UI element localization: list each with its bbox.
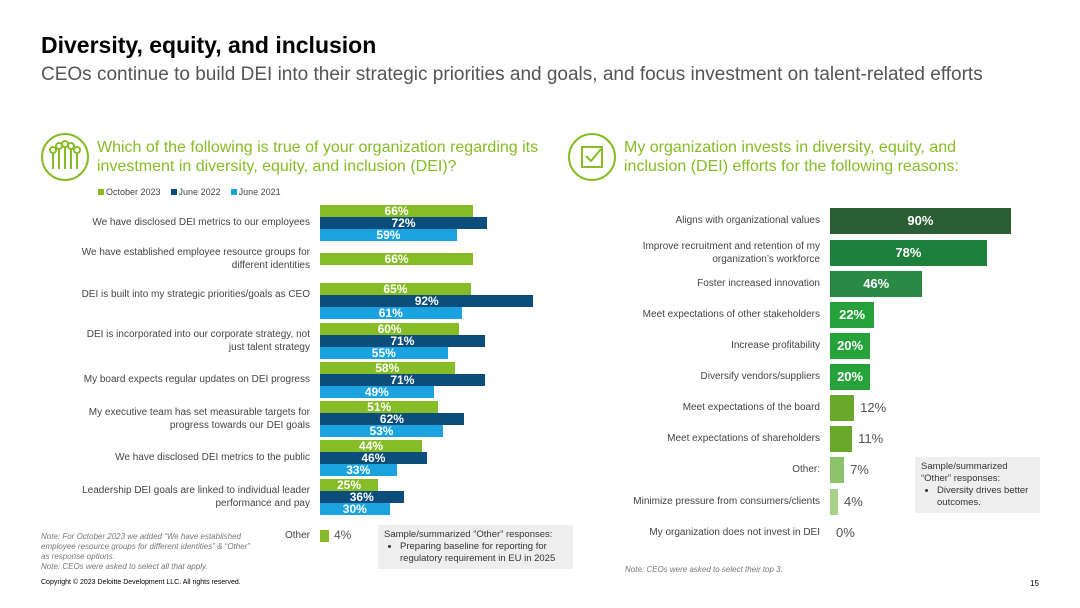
category-label: My executive team has set measurable tar… (88, 407, 310, 431)
left-note: Note: For October 2023 we added “We have… (41, 532, 256, 572)
data-label: 0% (836, 525, 855, 540)
bar (830, 271, 923, 297)
category-label: Leadership DEI goals are linked to indiv… (82, 485, 310, 509)
bar-october-2023: 65% (320, 283, 471, 295)
category-label: We have established employee resource gr… (81, 247, 310, 271)
chart-legend: October 2023 June 2022 June 2021 (98, 187, 281, 197)
category-label: Increase profitability (731, 340, 820, 351)
page-subtitle: CEOs continue to build DEI into their st… (41, 64, 983, 85)
category-label: DEI is incorporated into our corporate s… (86, 329, 310, 353)
bar (830, 426, 853, 452)
bar-october-2023: 60% (320, 323, 460, 335)
category-label: Aligns with organizational values (675, 215, 820, 226)
bar-october-2023: 25% (320, 479, 378, 491)
bar (830, 240, 987, 266)
bar-june-2022: 36% (320, 491, 404, 503)
right-question: My organization invests in diversity, eq… (624, 139, 959, 175)
bar-june-2021: 33% (320, 464, 397, 476)
data-label: 20% (837, 338, 864, 353)
checkbox-icon (568, 133, 616, 181)
bar (830, 302, 875, 328)
bar (830, 364, 871, 390)
copyright: Copyright © 2023 Deloitte Development LL… (41, 579, 241, 586)
category-label: Diversify vendors/suppliers (700, 371, 821, 382)
bar-june-2022: 92% (320, 295, 534, 307)
data-label: 7% (850, 462, 869, 477)
bar-june-2021: 61% (320, 307, 462, 319)
bar-october-2023: 44% (320, 440, 423, 452)
data-label: 46% (863, 276, 890, 291)
category-label: Foster increased innovation (697, 278, 820, 289)
bar-june-2022: 46% (320, 452, 427, 464)
bar (830, 489, 839, 515)
legend-item: June 2022 (170, 187, 221, 197)
bar-june-2021: 59% (320, 229, 457, 241)
data-label: 20% (837, 369, 864, 384)
bar-october-2023: 58% (320, 362, 455, 374)
bar-october-2023: 66% (320, 205, 474, 217)
data-label: 78% (895, 245, 922, 260)
category-label: Meet expectations of other stakeholders (642, 309, 820, 320)
bar-october-2023: 51% (320, 401, 439, 413)
category-label: Minimize pressure from consumers/clients (633, 496, 820, 507)
category-label: Meet expectations of shareholders (667, 433, 820, 444)
bar (830, 333, 871, 359)
callout-title: Sample/summarized “Other” responses: (384, 529, 553, 540)
category-label: Meet expectations of the board (682, 402, 820, 413)
bar-june-2022: 71% (320, 374, 485, 386)
bar-june-2022: 72% (320, 217, 488, 229)
callout-title: Sample/summarized “Other” responses: (921, 461, 1008, 484)
category-label: My board expects regular updates on DEI … (83, 374, 310, 385)
note-text: Note: For October 2023 we added “We have… (41, 532, 250, 561)
page-title: Diversity, equity, and inclusion (41, 32, 377, 58)
legend-item: June 2021 (230, 187, 281, 197)
left-other-callout: Sample/summarized “Other” responses: Pre… (378, 525, 573, 569)
bar-june-2022: 71% (320, 335, 485, 347)
bar (830, 395, 855, 421)
category-label: Improve recruitment and retention of my … (642, 241, 820, 265)
bar-october-2023: 66% (320, 253, 474, 265)
right-other-callout: Sample/summarized “Other” responses: Div… (915, 457, 1040, 513)
note-text: Note: CEOs were asked to select all that… (41, 562, 208, 571)
left-question: Which of the following is true of your o… (97, 139, 539, 175)
right-note: Note: CEOs were asked to select their to… (625, 565, 783, 574)
bar (830, 208, 1011, 234)
category-label: My organization does not invest in DEI (649, 527, 820, 538)
data-label: 4% (334, 528, 352, 542)
callout-item: Diversity drives better outcomes. (937, 485, 1034, 509)
category-label: We have disclosed DEI metrics to our emp… (92, 217, 310, 228)
legend-item: October 2023 (98, 187, 161, 197)
category-label: DEI is built into my strategic prioritie… (81, 289, 310, 300)
page-number: 15 (1030, 579, 1039, 588)
bar-june-2021: 53% (320, 425, 443, 437)
bar-june-2022: 62% (320, 413, 464, 425)
category-label: We have disclosed DEI metrics to the pub… (115, 452, 310, 463)
bar-june-2021: 55% (320, 347, 448, 359)
raised-hands-icon (41, 133, 89, 181)
data-label: 90% (907, 213, 934, 228)
bar (830, 457, 845, 483)
data-label: 4% (844, 494, 863, 509)
data-label: 12% (860, 400, 887, 415)
data-label: 22% (839, 307, 866, 322)
callout-item: Preparing baseline for reporting for reg… (400, 541, 567, 565)
bar-other (320, 530, 330, 542)
data-label: 11% (858, 431, 884, 446)
bar-june-2021: 49% (320, 386, 434, 398)
category-label: Other (284, 530, 310, 541)
category-label: Other: (792, 464, 820, 475)
bar-june-2021: 30% (320, 503, 390, 515)
